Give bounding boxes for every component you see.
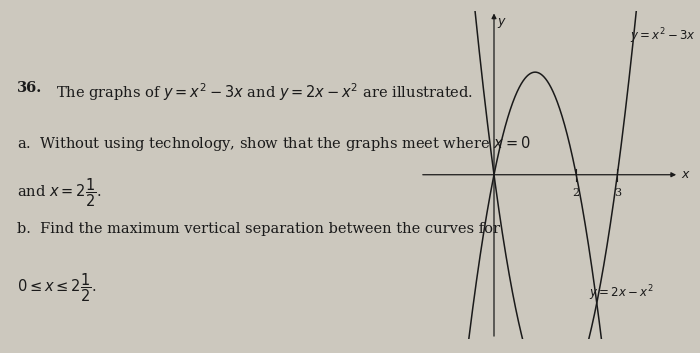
Text: $0\leq x\leq 2\dfrac{1}{2}$.: $0\leq x\leq 2\dfrac{1}{2}$. [18,272,97,304]
Text: The graphs of $y=x^2-3x$ and $y=2x-x^2$ are illustrated.: The graphs of $y=x^2-3x$ and $y=2x-x^2$ … [57,81,474,103]
Text: 2: 2 [573,188,580,198]
Text: b.  Find the maximum vertical separation between the curves for: b. Find the maximum vertical separation … [18,222,500,237]
Text: and $x=2\dfrac{1}{2}$.: and $x=2\dfrac{1}{2}$. [18,176,102,209]
Text: $x$: $x$ [681,168,691,181]
Text: a.  Without using technology, show that the graphs meet where $x=0$: a. Without using technology, show that t… [18,134,531,153]
Text: 3: 3 [614,188,621,198]
Text: 36.: 36. [18,81,43,95]
Text: $y=x^2-3x$: $y=x^2-3x$ [630,26,695,46]
Text: $y$: $y$ [497,16,507,30]
Text: $y=2x-x^2$: $y=2x-x^2$ [589,283,653,303]
